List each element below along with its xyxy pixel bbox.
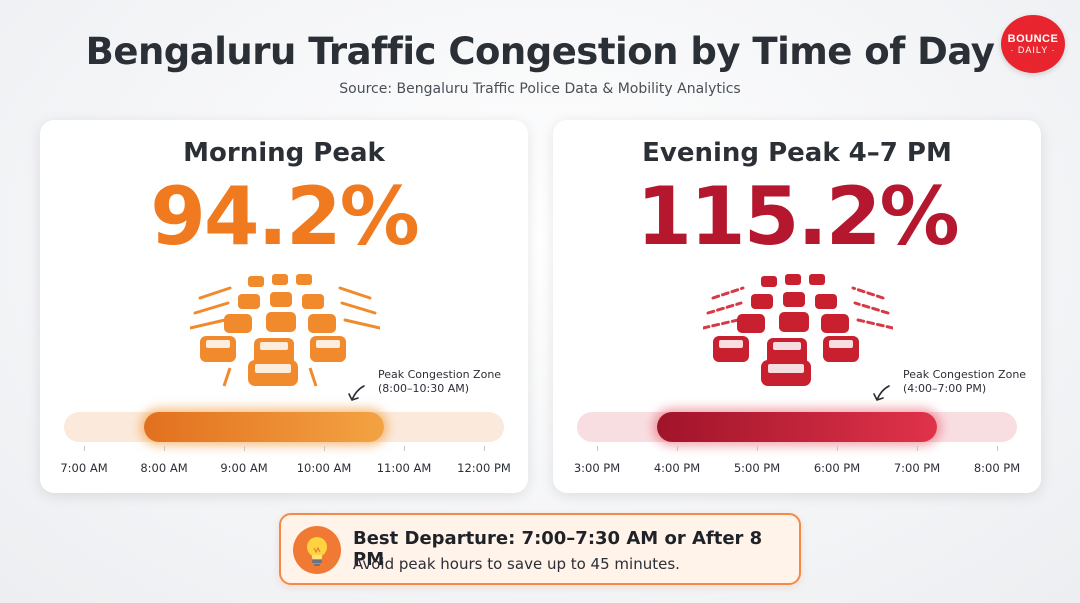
source-line: Source: Bengaluru Traffic Police Data & … (339, 81, 741, 97)
tip-title: Best Departure: 7:00–7:30 AM or After 8 … (353, 528, 763, 570)
congestion-value: 94.2% (150, 170, 420, 263)
tip-subtitle: Avoid peak hours to save up to 45 minute… (353, 555, 680, 573)
tick-label: 10:00 AM (296, 461, 352, 475)
axis-tick (677, 446, 678, 451)
tick-label: 8:00 PM (973, 461, 1021, 475)
axis-tick (324, 446, 325, 451)
axis-tick (997, 446, 998, 451)
congestion-value: 115.2% (636, 170, 959, 263)
tick-label: 11:00 AM (376, 461, 432, 475)
peak-zone-bar (657, 412, 937, 442)
card-title: Evening Peak 4–7 PM (642, 138, 952, 168)
time-track (577, 412, 1017, 442)
axis-tick (244, 446, 245, 451)
lightbulb-icon (293, 526, 341, 574)
zone-range: (4:00–7:00 PM) (903, 382, 987, 395)
peak-zone-bar (144, 412, 384, 442)
zone-label: Peak Congestion Zone (903, 368, 1027, 381)
tick-label: 12:00 PM (457, 461, 511, 475)
tick-label: 5:00 PM (733, 461, 781, 475)
traffic-jam-icon (190, 274, 380, 387)
zone-annotation: Peak Congestion Zone (4:00–7:00 PM) (903, 368, 1026, 396)
axis-tick (837, 446, 838, 451)
axis-tick (404, 446, 405, 451)
tick-label: 6:00 PM (813, 461, 861, 475)
logo-subtext: · DAILY · (1010, 45, 1056, 55)
tick-label: 7:00 AM (60, 461, 108, 475)
page-title: Bengaluru Traffic Congestion by Time of … (85, 30, 995, 73)
axis-tick (917, 446, 918, 451)
best-departure-tip: Best Departure: 7:00–7:30 AM or After 8 … (279, 513, 801, 585)
evening-peak-card: Evening Peak 4–7 PM 115.2% Peak Congesti… (553, 120, 1041, 493)
bounce-daily-logo: BOUNCE · DAILY · (1001, 15, 1065, 73)
time-track (64, 412, 504, 442)
logo-text: BOUNCE (1007, 33, 1059, 45)
tick-label: 8:00 AM (140, 461, 188, 475)
zone-label: Peak Congestion Zone (378, 368, 502, 381)
tick-label: 4:00 PM (653, 461, 701, 475)
card-title: Morning Peak (183, 138, 385, 168)
zone-range: (8:00–10:30 AM) (378, 382, 469, 395)
tick-label: 7:00 PM (893, 461, 941, 475)
axis-tick (164, 446, 165, 451)
axis-tick (597, 446, 598, 451)
axis-tick (84, 446, 85, 451)
arrow-icon (348, 385, 365, 401)
zone-annotation: Peak Congestion Zone (8:00–10:30 AM) (378, 368, 501, 396)
tick-label: 9:00 AM (220, 461, 268, 475)
tick-label: 3:00 PM (573, 461, 621, 475)
axis-tick (484, 446, 485, 451)
morning-peak-card: Morning Peak 94.2% Peak Congestion Zone … (40, 120, 528, 493)
arrow-icon (873, 385, 890, 401)
traffic-jam-icon (703, 274, 893, 386)
axis-tick (757, 446, 758, 451)
